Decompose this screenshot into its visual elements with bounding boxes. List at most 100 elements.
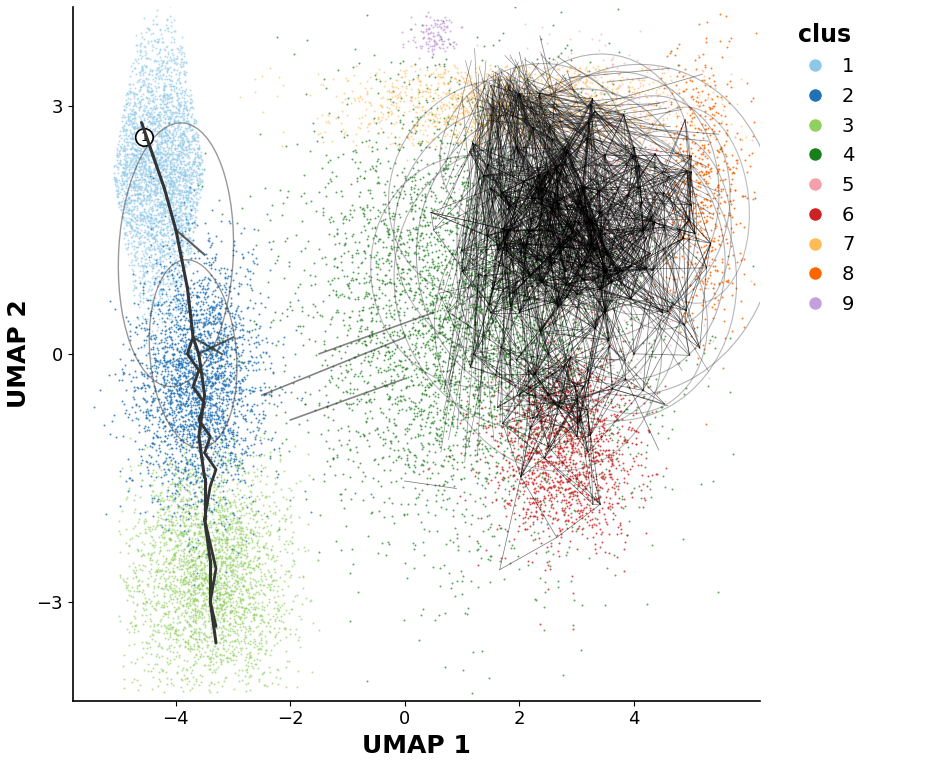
Point — [142, 67, 157, 80]
Point — [265, 584, 280, 596]
Point — [547, 295, 562, 308]
Point — [254, 448, 269, 461]
Point — [163, 639, 179, 651]
Point — [188, 592, 203, 604]
Point — [468, 316, 484, 328]
Point — [463, 121, 478, 133]
Point — [158, 466, 173, 478]
Point — [512, 70, 527, 82]
Point — [480, 381, 495, 393]
Point — [418, 124, 433, 136]
Point — [663, 256, 678, 269]
Point — [150, 55, 165, 67]
Point — [604, 193, 619, 205]
Point — [151, 46, 166, 58]
Point — [153, 243, 168, 255]
Point — [408, 328, 423, 340]
Point — [538, 362, 553, 374]
Point — [565, 210, 580, 223]
Point — [399, 223, 414, 236]
Point — [242, 606, 257, 618]
Point — [254, 334, 269, 346]
Point — [604, 233, 619, 245]
Point — [249, 258, 264, 270]
Point — [150, 347, 165, 359]
Point — [195, 587, 210, 599]
Point — [414, 437, 429, 449]
Point — [188, 575, 203, 588]
Point — [419, 10, 434, 22]
Point — [599, 326, 615, 338]
Point — [425, 275, 440, 287]
Point — [202, 662, 218, 675]
Point — [150, 280, 165, 292]
Point — [142, 170, 158, 182]
Point — [406, 213, 421, 225]
Point — [162, 265, 177, 278]
Point — [466, 89, 481, 101]
Point — [507, 223, 522, 236]
Point — [219, 534, 235, 546]
Point — [217, 360, 232, 373]
Point — [176, 503, 191, 515]
Point — [568, 385, 583, 397]
Point — [343, 363, 358, 375]
Point — [624, 73, 639, 85]
Point — [154, 196, 169, 208]
Point — [238, 360, 253, 372]
Point — [562, 535, 578, 547]
Point — [560, 384, 575, 396]
Point — [511, 390, 526, 402]
Point — [450, 92, 465, 104]
Point — [384, 373, 399, 386]
Point — [593, 522, 608, 535]
Point — [602, 423, 618, 435]
Point — [448, 93, 464, 106]
Point — [564, 230, 580, 243]
Point — [420, 337, 435, 349]
Point — [486, 115, 502, 127]
Point — [176, 467, 191, 479]
Point — [114, 183, 129, 195]
Point — [156, 55, 171, 67]
Point — [172, 66, 187, 78]
Point — [625, 437, 640, 449]
Point — [600, 449, 616, 461]
Point — [140, 145, 155, 158]
Point — [486, 442, 502, 454]
Point — [446, 104, 461, 116]
Point — [175, 528, 190, 540]
Point — [470, 389, 485, 401]
Point — [133, 382, 148, 394]
Point — [133, 45, 148, 57]
Point — [556, 507, 571, 519]
Point — [167, 373, 182, 386]
Point — [476, 200, 491, 212]
Point — [321, 228, 336, 240]
Point — [732, 247, 748, 259]
Point — [514, 108, 529, 120]
Point — [160, 135, 175, 147]
Point — [573, 160, 588, 172]
Point — [580, 95, 595, 107]
Point — [246, 613, 261, 625]
Point — [148, 67, 163, 80]
Point — [166, 158, 181, 171]
Point — [198, 351, 213, 363]
Point — [620, 233, 636, 246]
Point — [148, 353, 163, 365]
Point — [151, 207, 166, 219]
Point — [143, 283, 159, 295]
Point — [661, 293, 676, 305]
Point — [507, 1, 522, 13]
Point — [164, 218, 180, 230]
Point — [175, 207, 190, 219]
Point — [163, 175, 179, 187]
Point — [554, 269, 569, 282]
Point — [411, 288, 427, 300]
Point — [517, 156, 532, 168]
Point — [151, 197, 166, 210]
Point — [210, 409, 225, 422]
Point — [162, 247, 177, 259]
Point — [177, 543, 192, 555]
